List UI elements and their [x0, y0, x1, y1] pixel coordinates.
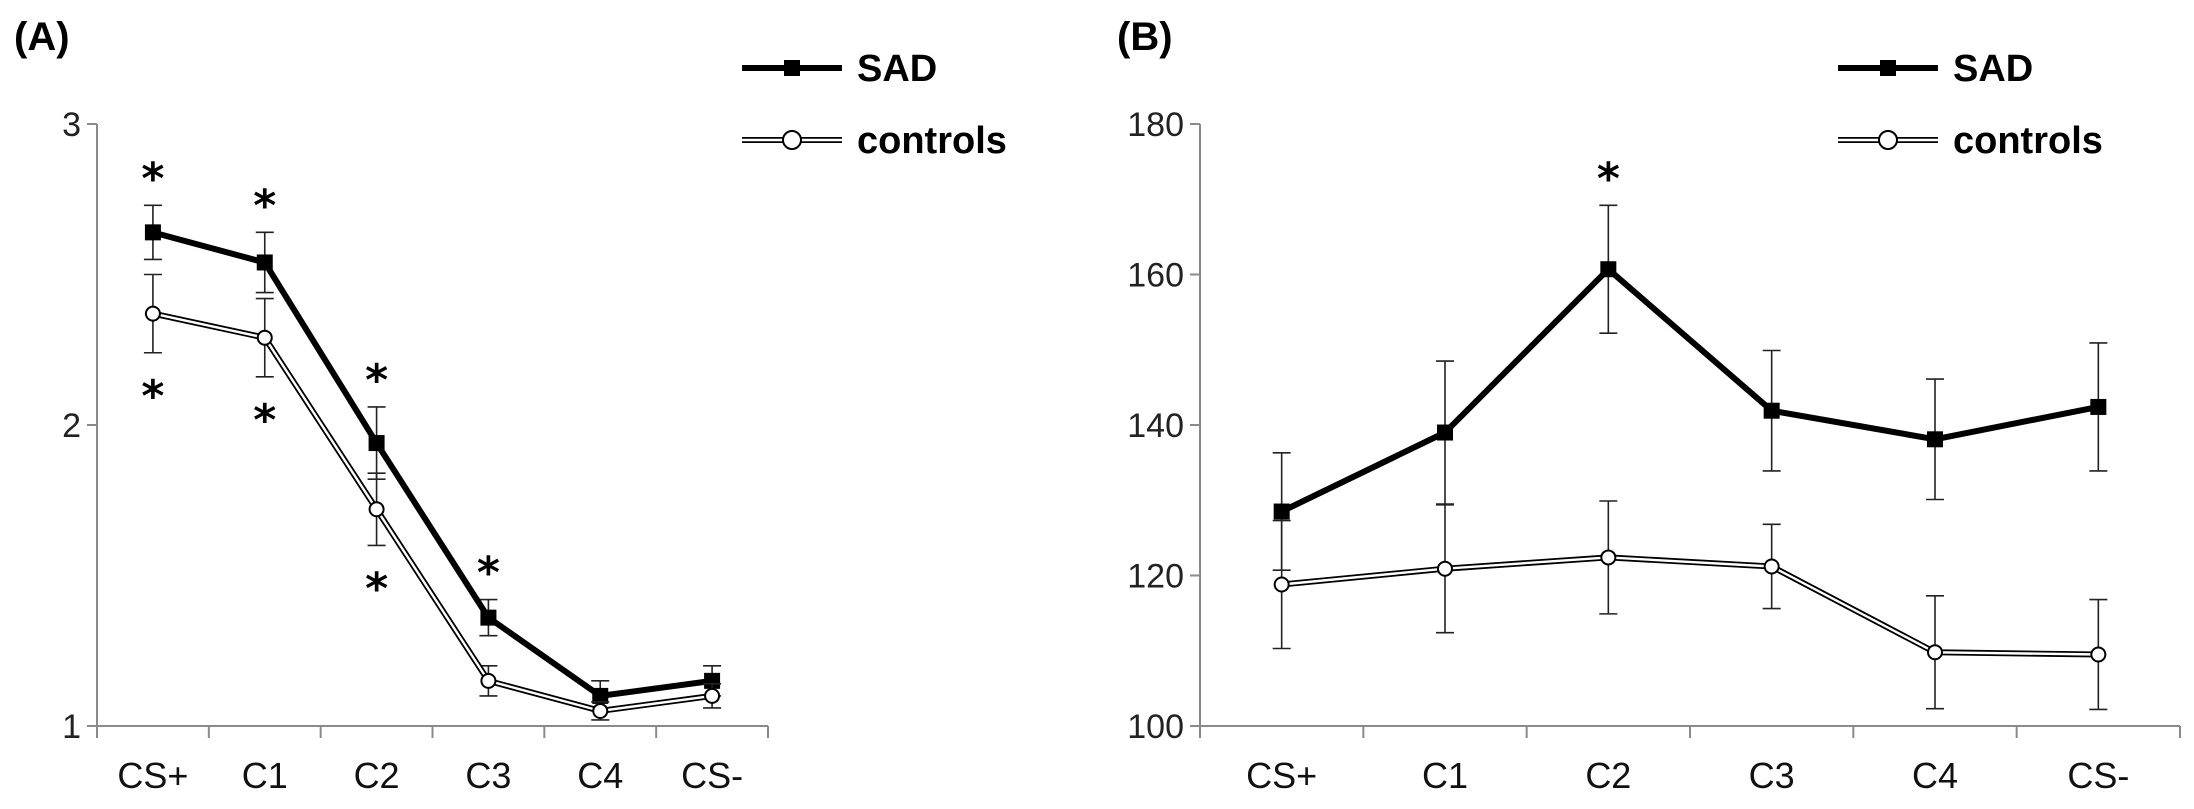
series-line [152, 310, 713, 714]
series-sad [1272, 204, 2108, 572]
legend-label-sad: SAD [1953, 48, 2033, 90]
y-tick-label: 120 [1127, 558, 1184, 596]
x-tick-label: C2 [354, 755, 400, 796]
data-point [144, 224, 161, 241]
significance-star: * [253, 180, 276, 231]
data-point [1927, 644, 1943, 661]
data-point [1273, 576, 1290, 593]
data-point [144, 305, 161, 322]
data-point [2090, 398, 2107, 415]
series-line [1280, 266, 2099, 515]
y-tick-label: 100 [1127, 708, 1184, 746]
significance-star: * [141, 153, 164, 204]
legend: SAD controls [742, 48, 1007, 162]
significance-star: * [253, 395, 276, 446]
data-point [368, 501, 385, 518]
x-tick-label: C4 [577, 755, 623, 796]
x-tick-label: CS+ [1246, 755, 1317, 796]
y-tick-label: 140 [1127, 407, 1184, 445]
series-controls [143, 273, 722, 721]
data-point [368, 435, 385, 452]
y-tick-label: 160 [1127, 257, 1184, 295]
legend-marker-controls [782, 130, 802, 150]
data-point [2090, 646, 2107, 663]
y-tick-label: 3 [62, 106, 81, 144]
legend-label-sad: SAD [857, 48, 937, 90]
significance-star: * [365, 355, 388, 406]
data-point [1927, 431, 1943, 448]
x-tick-label: C4 [1912, 755, 1958, 796]
series-controls [1272, 500, 2108, 711]
significance-star: * [141, 371, 164, 422]
data-point [480, 609, 497, 626]
y-tick-label: 180 [1127, 106, 1184, 144]
x-tick-label: C3 [1749, 755, 1795, 796]
legend: SAD controls [1838, 48, 2103, 162]
y-tick-label: 1 [62, 708, 81, 746]
data-point [1437, 424, 1453, 441]
data-point [256, 254, 273, 271]
series-line-inner [152, 312, 713, 713]
legend-label-controls: controls [1953, 120, 2103, 162]
x-tick-label: CS+ [117, 755, 188, 796]
legend-label-controls: controls [857, 120, 1007, 162]
x-tick-label: C1 [242, 755, 288, 796]
data-point [1763, 558, 1780, 575]
x-tick-label: CS- [2067, 755, 2129, 796]
legend-marker-sad [784, 60, 800, 76]
significance-star: * [365, 563, 388, 614]
series-line [152, 229, 713, 699]
series-sad [143, 204, 722, 712]
y-tick-label: 2 [62, 407, 81, 445]
significance-star: * [1597, 153, 1620, 204]
panel-b: (B) 100 120 140 160 180 CS+ C1 C2 C3 C4 CS- * SAD cont… [1117, 15, 2181, 796]
series-line-inner [1281, 556, 2099, 656]
data-point [1273, 503, 1290, 520]
legend-marker-sad [1880, 60, 1896, 76]
x-tick-label: C2 [1585, 755, 1631, 796]
data-point [1600, 549, 1617, 566]
data-point [1763, 402, 1780, 419]
x-tick-label: C1 [1422, 755, 1468, 796]
data-point [592, 702, 609, 719]
legend-marker-controls [1878, 130, 1898, 150]
panel-a: (A) 1 2 3 CS+ C1 C2 C3 C4 CS- * * * * * * * SAD controls [14, 15, 1007, 796]
data-point [1600, 261, 1617, 278]
data-point [256, 329, 273, 346]
significance-star: * [477, 548, 500, 599]
data-point [1437, 560, 1453, 577]
data-point [480, 672, 497, 689]
data-point [592, 687, 609, 704]
panel-label: (B) [1117, 15, 1173, 59]
panel-label: (A) [14, 15, 70, 59]
x-tick-label: C3 [465, 755, 511, 796]
data-point [704, 687, 721, 704]
data-point [704, 672, 721, 689]
x-tick-label: CS- [681, 755, 743, 796]
